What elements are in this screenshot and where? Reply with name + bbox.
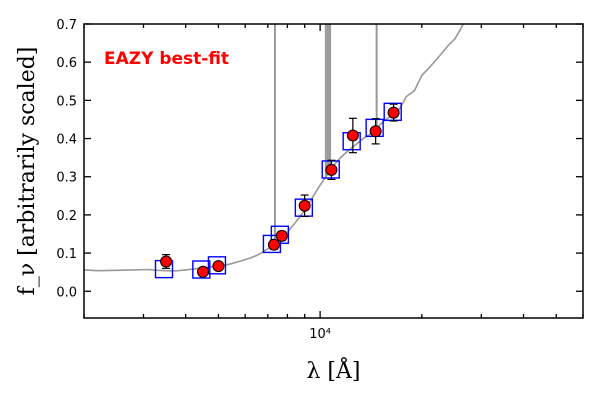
x-tick-label: 10⁴: [309, 327, 331, 342]
y-tick-label: 0.2: [56, 209, 77, 224]
y-tick-label: 0.6: [56, 56, 77, 71]
model-flux-square: [383, 102, 402, 122]
observed-point: [325, 163, 338, 176]
y-tick-label: 0.4: [56, 133, 77, 148]
plot-frame: [83, 23, 584, 319]
fit-annotation: EAZY best-fit: [104, 49, 229, 69]
observed-points-layer: [160, 106, 400, 278]
sed-template-layer: [83, 23, 464, 272]
model-flux-square: [192, 260, 211, 279]
sed-template-line: [83, 23, 464, 272]
y-tick-label: 0.3: [56, 171, 77, 186]
axis-ticks-layer: [83, 23, 584, 318]
observed-point: [298, 199, 311, 212]
y-tick-label: 0.7: [56, 18, 77, 33]
y-tick-label: 0.0: [56, 285, 77, 300]
observed-point: [160, 255, 173, 268]
model-flux-square: [207, 256, 227, 275]
observed-point: [212, 260, 225, 273]
model-flux-square: [270, 225, 290, 244]
observed-point: [267, 238, 280, 251]
y-axis-label: f_ν [arbitrarily scaled]: [15, 47, 40, 296]
tick-labels-layer: 0.0 0.1 0.2 0.3 0.4 0.5 0.6 0.7 10⁴: [56, 18, 331, 342]
model-photometry-layer: [154, 102, 402, 279]
y-tick-label: 0.5: [56, 94, 77, 109]
y-tick-label: 0.1: [56, 247, 77, 262]
observed-point: [275, 229, 288, 242]
model-flux-square: [321, 160, 340, 179]
x-axis-label: λ [Å]: [307, 356, 361, 384]
observed-point: [346, 129, 359, 142]
observed-point: [387, 106, 400, 119]
observed-point: [196, 265, 209, 278]
observed-point: [369, 125, 382, 138]
